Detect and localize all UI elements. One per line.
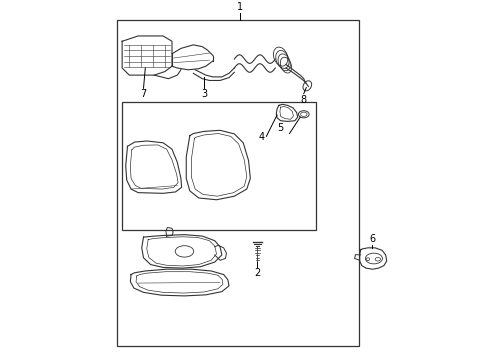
Text: 7: 7 xyxy=(141,89,147,99)
Text: 3: 3 xyxy=(201,89,207,99)
Text: 6: 6 xyxy=(369,234,375,244)
Text: 5: 5 xyxy=(277,123,284,133)
Text: 4: 4 xyxy=(259,132,265,142)
Text: 2: 2 xyxy=(254,268,261,278)
Text: 1: 1 xyxy=(237,2,243,12)
Text: 8: 8 xyxy=(301,95,307,105)
